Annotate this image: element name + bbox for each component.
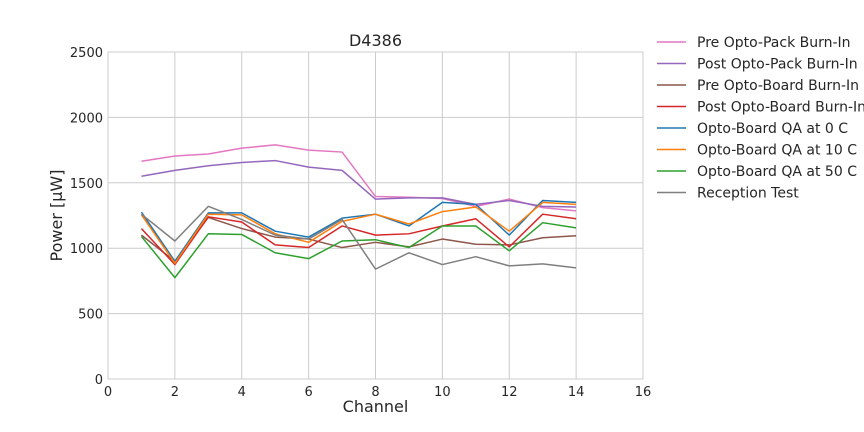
- legend: Pre Opto-Pack Burn-In Post Opto-Pack Burn…: [657, 35, 864, 202]
- y-axis-label: Power [μW]: [47, 170, 66, 262]
- y-tick-label: 0: [95, 373, 103, 388]
- y-tick-label: 2500: [70, 46, 103, 61]
- x-axis-label: Channel: [343, 397, 409, 416]
- x-tick-label: 8: [371, 385, 379, 400]
- x-tick-label: 0: [104, 385, 112, 400]
- series-line: [140, 199, 577, 263]
- y-tick-label: 1500: [70, 177, 103, 192]
- y-tick-label: 500: [78, 308, 103, 323]
- legend-entry: Post Opto-Pack Burn-In: [697, 57, 858, 73]
- series-line: [140, 221, 577, 279]
- x-tick-label: 6: [304, 385, 312, 400]
- legend-entry: Pre Opto-Pack Burn-In: [697, 35, 851, 51]
- series-line: [141, 159, 577, 208]
- x-tick-label: 12: [501, 385, 518, 400]
- legend-entry: Reception Test: [697, 186, 799, 202]
- y-tick-label: 2000: [70, 111, 103, 126]
- x-tick-label: 4: [238, 385, 246, 400]
- chart-title: D4386: [349, 31, 402, 50]
- y-tick-label: 1000: [70, 242, 103, 257]
- x-tick-label: 16: [635, 385, 652, 400]
- x-tick-label: 14: [568, 385, 585, 400]
- legend-entry: Opto-Board QA at 10 C: [697, 143, 857, 159]
- series-line: [140, 213, 577, 266]
- series-line: [140, 201, 577, 264]
- series-layer: [140, 144, 577, 279]
- legend-entry: Opto-Board QA at 0 C: [697, 121, 848, 137]
- grid-lines: [107, 51, 644, 380]
- x-tick-label: 10: [434, 385, 451, 400]
- legend-entry: Opto-Board QA at 50 C: [697, 164, 857, 180]
- legend-entry: Pre Opto-Board Burn-In: [697, 78, 859, 94]
- series-line: [140, 205, 577, 270]
- legend-entry: Post Opto-Board Burn-In: [697, 100, 864, 116]
- tick-labels: 0 2 4 6 8 10 12 14 16 0 500 1000 1500 2000 2500: [70, 46, 651, 400]
- x-tick-label: 2: [171, 385, 179, 400]
- series-line: [141, 144, 577, 212]
